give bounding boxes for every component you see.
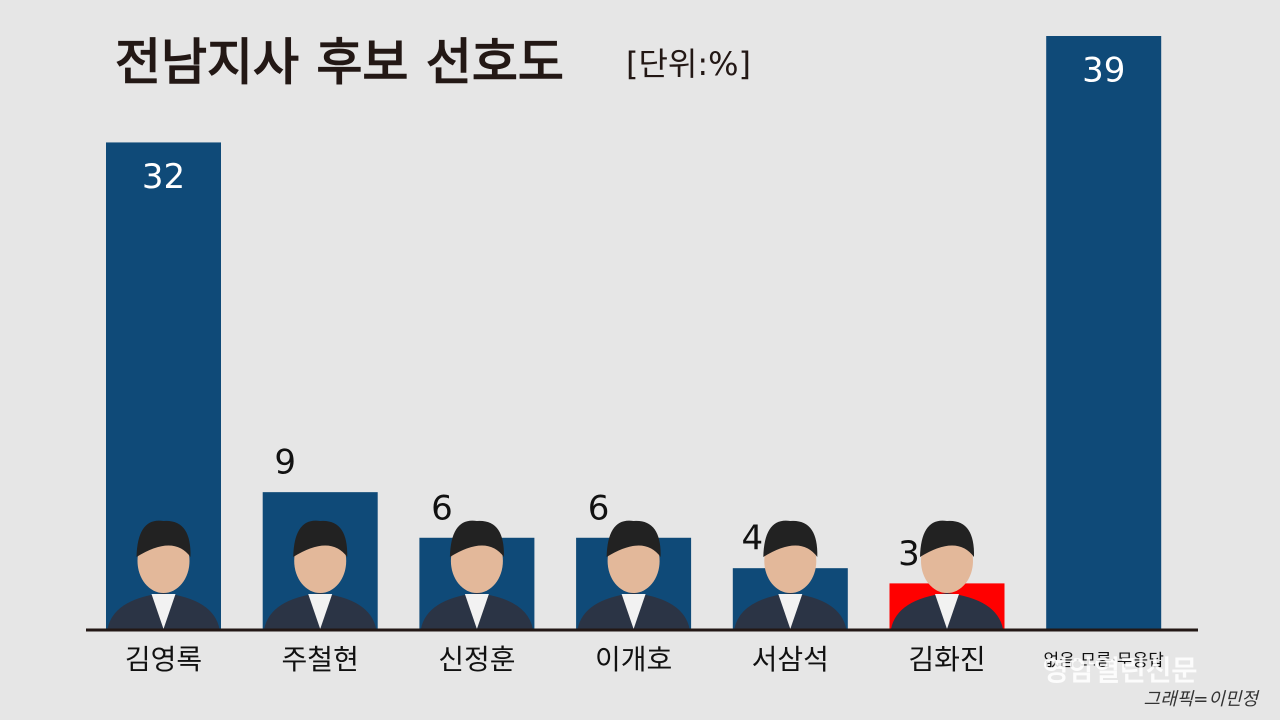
- x-tick-label: 김화진: [908, 643, 985, 676]
- portrait-shirt: [308, 594, 333, 629]
- portrait-hair: [136, 520, 191, 557]
- data-label: 39: [1082, 51, 1125, 91]
- portrait-shirt: [621, 594, 646, 629]
- portrait-hair: [920, 520, 975, 557]
- portrait-shirt: [935, 594, 959, 629]
- x-tick-label: 신정훈: [438, 643, 515, 676]
- data-label: 6: [588, 488, 610, 528]
- x-tick-label: 주철현: [282, 643, 359, 676]
- portrait: [734, 520, 847, 629]
- data-label: 9: [274, 443, 296, 483]
- portrait-hair: [293, 520, 348, 557]
- chart-title: 전남지사 후보 선호도: [115, 34, 564, 92]
- portrait-shirt: [151, 594, 176, 629]
- data-label: 32: [142, 157, 185, 197]
- portrait-hair: [449, 520, 504, 557]
- portrait: [577, 520, 690, 629]
- unit-label: [단위:%]: [626, 45, 751, 83]
- credit: 그래픽=이민정: [1144, 689, 1261, 710]
- portrait-hair: [606, 520, 661, 557]
- portrait-shirt: [778, 594, 803, 629]
- portrait: [264, 520, 377, 629]
- portrait-shirt: [464, 594, 489, 629]
- bar: [1046, 36, 1162, 629]
- portrait: [891, 520, 1003, 629]
- data-label: 6: [431, 488, 453, 528]
- watermark: 영암열린신문: [1043, 654, 1198, 687]
- data-label: 4: [741, 519, 763, 559]
- portrait-hair: [763, 520, 818, 557]
- portrait: [107, 520, 220, 629]
- x-tick-label: 서삼석: [752, 643, 829, 676]
- x-tick-label: 이개호: [595, 643, 672, 676]
- x-tick-label: 김영록: [125, 643, 202, 676]
- x-tick-label: 없음·모름·무응답: [1044, 651, 1165, 671]
- data-label: 3: [898, 534, 920, 574]
- portrait: [420, 520, 533, 629]
